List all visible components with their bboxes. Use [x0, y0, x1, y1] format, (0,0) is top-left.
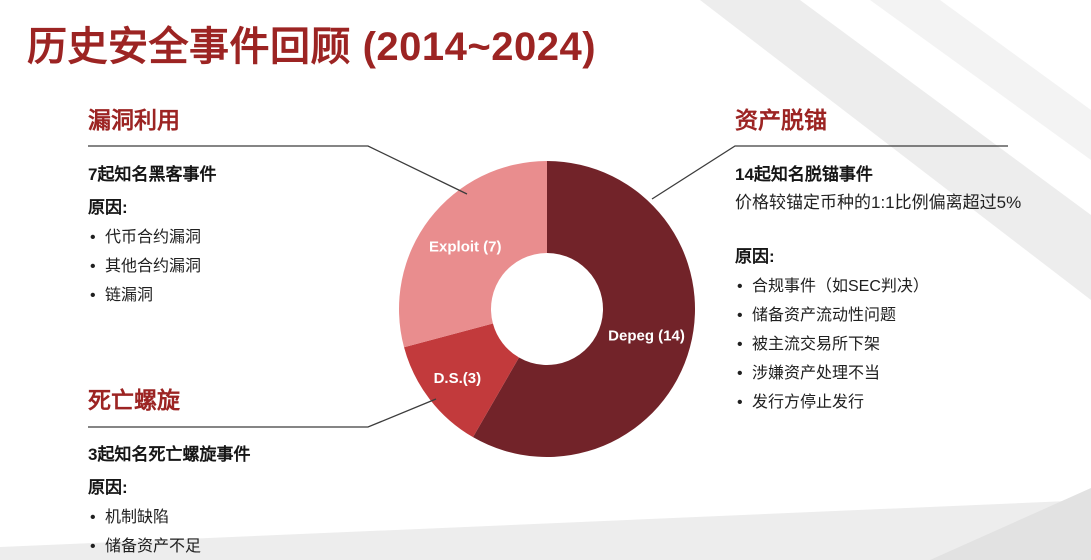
donut-segment-1: [404, 323, 519, 438]
list-item: 机制缺陷: [88, 508, 388, 528]
depeg-heading: 资产脱锚: [735, 107, 827, 133]
death-spiral-heading: 死亡螺旋: [88, 387, 180, 413]
donut-segment-0: [473, 161, 695, 457]
exploit-bullet-list: 代币合约漏洞 其他合约漏洞 链漏洞: [88, 228, 378, 306]
exploit-reason-label: 原因:: [88, 198, 128, 217]
list-item: 储备资产流动性问题: [735, 306, 1065, 326]
list-item: 链漏洞: [88, 286, 378, 306]
list-item: 合规事件（如SEC判决）: [735, 277, 1065, 297]
page-title: 历史安全事件回顾 (2014~2024): [27, 25, 597, 69]
donut-segment-2: [399, 161, 547, 348]
list-item: 涉嫌资产处理不当: [735, 364, 1065, 384]
list-item: 储备资产不足: [88, 537, 388, 557]
depeg-subtitle: 14起知名脱锚事件: [735, 165, 873, 184]
list-item: 其他合约漏洞: [88, 257, 378, 277]
section-death-spiral: 死亡螺旋 3起知名死亡螺旋事件 原因: 机制缺陷 储备资产不足: [88, 381, 388, 560]
death-spiral-reason-label: 原因:: [88, 478, 128, 497]
death-spiral-bullet-list: 机制缺陷 储备资产不足: [88, 508, 388, 557]
slice-label-2: Exploit (7): [429, 238, 502, 255]
exploit-subtitle: 7起知名黑客事件: [88, 165, 217, 184]
depeg-reason-label: 原因:: [735, 246, 775, 266]
list-item: 代币合约漏洞: [88, 228, 378, 248]
donut-chart: Depeg (14) D.S.(3) Exploit (7): [399, 161, 695, 457]
section-exploit: 漏洞利用 7起知名黑客事件 原因: 代币合约漏洞 其他合约漏洞 链漏洞: [88, 101, 378, 315]
depeg-bullet-list: 合规事件（如SEC判决） 储备资产流动性问题 被主流交易所下架 涉嫌资产处理不当…: [735, 277, 1065, 413]
list-item: 发行方停止发行: [735, 393, 1065, 413]
section-depeg: 资产脱锚 14起知名脱锚事件 价格较锚定币种的1:1比例偏离超过5% 原因: 合…: [735, 101, 1065, 422]
exploit-heading: 漏洞利用: [88, 107, 180, 133]
list-item: 被主流交易所下架: [735, 335, 1065, 355]
slice-label-0: Depeg (14): [608, 328, 685, 345]
death-spiral-subtitle: 3起知名死亡螺旋事件: [88, 445, 251, 464]
slice-label-1: D.S.(3): [434, 370, 482, 387]
donut-chart-svg: Depeg (14) D.S.(3) Exploit (7): [399, 161, 695, 457]
depeg-description: 价格较锚定币种的1:1比例偏离超过5%: [735, 193, 1022, 212]
